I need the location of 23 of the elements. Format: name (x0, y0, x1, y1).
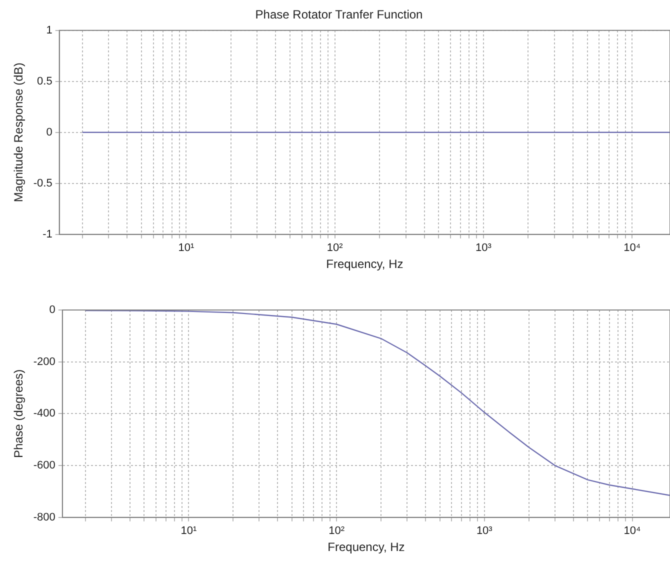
y-tick-label: 0 (46, 126, 52, 138)
x-tick-label: 10¹ (180, 525, 197, 538)
y-tick-label: -0.5 (33, 177, 52, 190)
x-tick-label: 10³ (476, 242, 492, 254)
x-tick-label: 10⁴ (624, 525, 642, 538)
y-tick-label: -800 (33, 511, 56, 524)
x-tick-label: 10¹ (178, 242, 195, 254)
y-tick-label: -400 (33, 408, 56, 420)
y-tick-label: -200 (33, 356, 56, 368)
x-tick-label: 10⁴ (624, 242, 641, 254)
y-tick-label: -600 (33, 460, 56, 472)
y-tick-label: 0 (49, 304, 56, 316)
x-tick-label: 10³ (476, 525, 493, 538)
y-tick-label: 0.5 (37, 75, 52, 88)
y-tick-label: -1 (42, 228, 52, 240)
chart-title: Phase Rotator Tranfer Function (255, 8, 423, 22)
x-tick-label: 10² (328, 525, 345, 538)
y-axis-title: Magnitude Response (dB) (12, 62, 26, 202)
x-axis-title: Frequency, Hz (328, 540, 405, 554)
x-axis-title: Frequency, Hz (326, 257, 404, 272)
x-tick-label: 10² (326, 242, 344, 254)
y-axis-title: Phase (degrees) (12, 369, 26, 458)
y-tick-label: 1 (46, 24, 52, 36)
